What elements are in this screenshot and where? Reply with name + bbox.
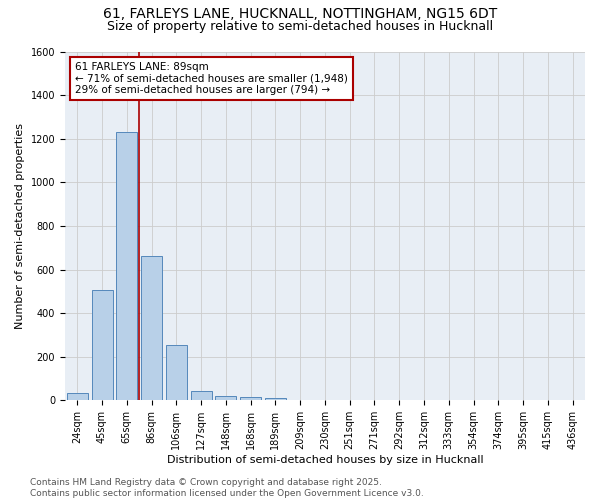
X-axis label: Distribution of semi-detached houses by size in Hucknall: Distribution of semi-detached houses by … (167, 455, 483, 465)
Bar (67, 392, 88, 400)
Text: 61, FARLEYS LANE, HUCKNALL, NOTTINGHAM, NG15 6DT: 61, FARLEYS LANE, HUCKNALL, NOTTINGHAM, … (103, 8, 497, 22)
Bar (141, 256, 162, 400)
Bar (265, 398, 286, 400)
Y-axis label: Number of semi-detached properties: Number of semi-detached properties (15, 123, 25, 329)
Bar (116, 132, 137, 400)
Bar (92, 290, 113, 401)
Bar (215, 396, 236, 400)
Bar (240, 397, 261, 400)
Text: Size of property relative to semi-detached houses in Hucknall: Size of property relative to semi-detach… (107, 20, 493, 33)
Bar (191, 390, 212, 400)
Text: 61 FARLEYS LANE: 89sqm
← 71% of semi-detached houses are smaller (1,948)
29% of : 61 FARLEYS LANE: 89sqm ← 71% of semi-det… (76, 62, 348, 95)
Bar (166, 344, 187, 401)
Text: Contains HM Land Registry data © Crown copyright and database right 2025.
Contai: Contains HM Land Registry data © Crown c… (30, 478, 424, 498)
